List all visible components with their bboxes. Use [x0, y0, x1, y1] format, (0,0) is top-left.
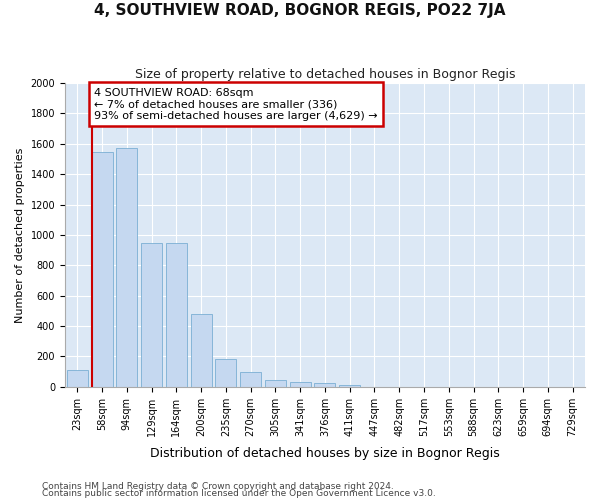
Bar — [290, 382, 311, 387]
X-axis label: Distribution of detached houses by size in Bognor Regis: Distribution of detached houses by size … — [150, 447, 500, 460]
Text: 4, SOUTHVIEW ROAD, BOGNOR REGIS, PO22 7JA: 4, SOUTHVIEW ROAD, BOGNOR REGIS, PO22 7J… — [94, 2, 506, 18]
Y-axis label: Number of detached properties: Number of detached properties — [15, 147, 25, 322]
Title: Size of property relative to detached houses in Bognor Regis: Size of property relative to detached ho… — [135, 68, 515, 80]
Bar — [166, 242, 187, 387]
Bar — [191, 314, 212, 387]
Bar — [67, 370, 88, 387]
Bar — [141, 242, 162, 387]
Text: Contains public sector information licensed under the Open Government Licence v3: Contains public sector information licen… — [42, 489, 436, 498]
Text: Contains HM Land Registry data © Crown copyright and database right 2024.: Contains HM Land Registry data © Crown c… — [42, 482, 394, 491]
Bar — [314, 384, 335, 387]
Bar — [265, 380, 286, 387]
Bar — [116, 148, 137, 387]
Bar — [240, 372, 261, 387]
Bar — [339, 384, 360, 387]
Bar — [92, 152, 113, 387]
Bar — [215, 358, 236, 387]
Text: 4 SOUTHVIEW ROAD: 68sqm
← 7% of detached houses are smaller (336)
93% of semi-de: 4 SOUTHVIEW ROAD: 68sqm ← 7% of detached… — [94, 88, 378, 121]
